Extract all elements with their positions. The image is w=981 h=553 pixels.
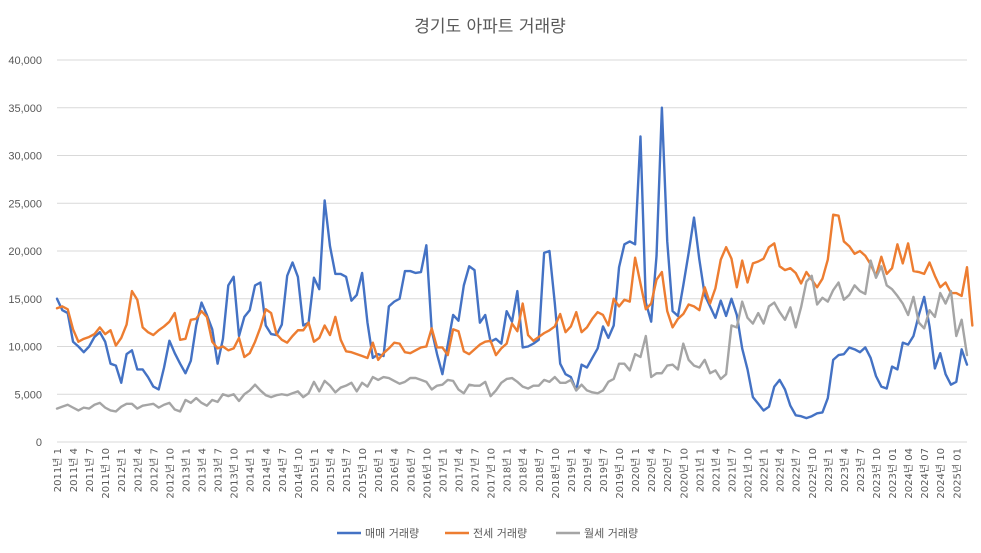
x-tick-label: 2012년 10 [164,448,176,499]
x-tick-label: 2013년 10 [229,448,241,499]
x-tick-label: 2023년 10 [871,448,883,499]
x-tick-label: 2022년 7 [791,448,803,492]
y-axis-ticks: 0 5,000 10,000 15,000 20,000 25,000 30,000 35,0… [8,55,42,449]
x-tick-label: 2019년 10 [614,448,626,499]
y-tick-label: 15,000 [8,294,42,306]
x-tick-label: 2014년 4 [261,448,273,492]
x-tick-label: 2015년 7 [341,448,353,492]
x-tick-label: 2015년 1 [309,448,321,492]
series-line-3[interactable] [55,259,969,413]
x-tick-label: 2017년 1 [437,448,449,492]
x-tick-label: 2025년 01 [951,448,963,499]
x-tick-label: 2011년 10 [100,448,112,499]
legend[interactable]: 매매 거래량 전세 거래량 월세 거래량 [337,527,638,540]
x-tick-label: 2017년 7 [470,448,482,492]
x-tick-label: 2020년 4 [646,448,658,492]
y-tick-label: 30,000 [8,151,42,163]
x-tick-label: 2022년 10 [807,448,819,499]
chart-title: 경기도 아파트 거래량 [414,17,566,37]
legend-item-3[interactable]: 월세 거래량 [556,527,638,540]
y-tick-label: 10,000 [8,342,42,354]
x-tick-label: 2020년 10 [678,448,690,499]
x-tick-label: 2012년 4 [132,448,144,492]
y-tick-label: 25,000 [8,198,42,210]
x-tick-label: 2018년 4 [518,448,530,492]
x-axis-ticks: 2011년 1 2011년 4 2011년 7 2011년 10 2012년 1 2012… [52,448,963,499]
x-tick-label: 2024년 10 [935,448,947,499]
legend-label: 매매 거래량 [365,527,419,540]
x-tick-label: 2022년 1 [759,448,771,492]
x-tick-label: 2013년 4 [197,448,209,492]
x-tick-label: 2021년 1 [694,448,706,492]
x-tick-label: 2017년 10 [486,448,498,499]
x-tick-label: 2019년 7 [598,448,610,492]
series-line-1[interactable] [55,106,969,420]
y-tick-label: 35,000 [8,103,42,115]
x-tick-label: 2021년 7 [726,448,738,492]
series-line-2[interactable] [55,213,974,362]
x-tick-label: 2018년 7 [534,448,546,492]
x-tick-label: 2018년 1 [502,448,514,492]
series-lines [55,106,974,420]
x-tick-label: 2024년 07 [919,448,931,499]
x-tick-label: 2014년 10 [293,448,305,499]
x-tick-label: 2020년 1 [630,448,642,492]
x-tick-label: 2016년 7 [405,448,417,492]
x-tick-label: 2021년 4 [710,448,722,492]
legend-label: 전세 거래량 [473,527,527,540]
x-tick-label: 2020년 7 [662,448,674,492]
x-tick-label: 2014년 7 [277,448,289,492]
y-tick-label: 40,000 [8,55,42,67]
x-tick-label: 2013년 7 [213,448,225,492]
legend-item-1[interactable]: 매매 거래량 [337,527,419,540]
x-tick-label: 2015년 4 [325,448,337,492]
y-tick-label: 0 [36,437,42,449]
legend-label: 월세 거래량 [584,527,638,540]
x-tick-label: 2019년 1 [566,448,578,492]
x-tick-label: 2022년 4 [775,448,787,492]
x-tick-label: 2015년 10 [357,448,369,499]
x-tick-label: 2023년 4 [839,448,851,492]
x-tick-label: 2016년 4 [389,448,401,492]
gridlines [57,59,967,443]
x-tick-label: 2016년 1 [373,448,385,492]
x-tick-label: 2019년 4 [582,448,594,492]
x-tick-label: 2012년 1 [116,448,128,492]
x-tick-label: 2012년 7 [148,448,160,492]
x-tick-label: 2024년 04 [903,448,915,499]
x-tick-label: 2023년 7 [855,448,867,492]
y-tick-label: 20,000 [8,246,42,258]
x-tick-label: 2013년 1 [180,448,192,492]
x-tick-label: 2021년 10 [743,448,755,499]
x-tick-label: 2018년 10 [550,448,562,499]
x-tick-label: 2023년 1 [823,448,835,492]
x-tick-label: 2014년 1 [245,448,257,492]
x-tick-label: 2023년 01 [887,448,899,499]
y-tick-label: 5,000 [14,389,42,401]
x-tick-label: 2011년 4 [68,448,80,492]
x-tick-label: 2011년 7 [84,448,96,492]
x-tick-label: 2011년 1 [52,448,64,492]
x-tick-label: 2016년 10 [421,448,433,499]
legend-item-2[interactable]: 전세 거래량 [445,527,527,540]
x-tick-label: 2017년 4 [453,448,465,492]
